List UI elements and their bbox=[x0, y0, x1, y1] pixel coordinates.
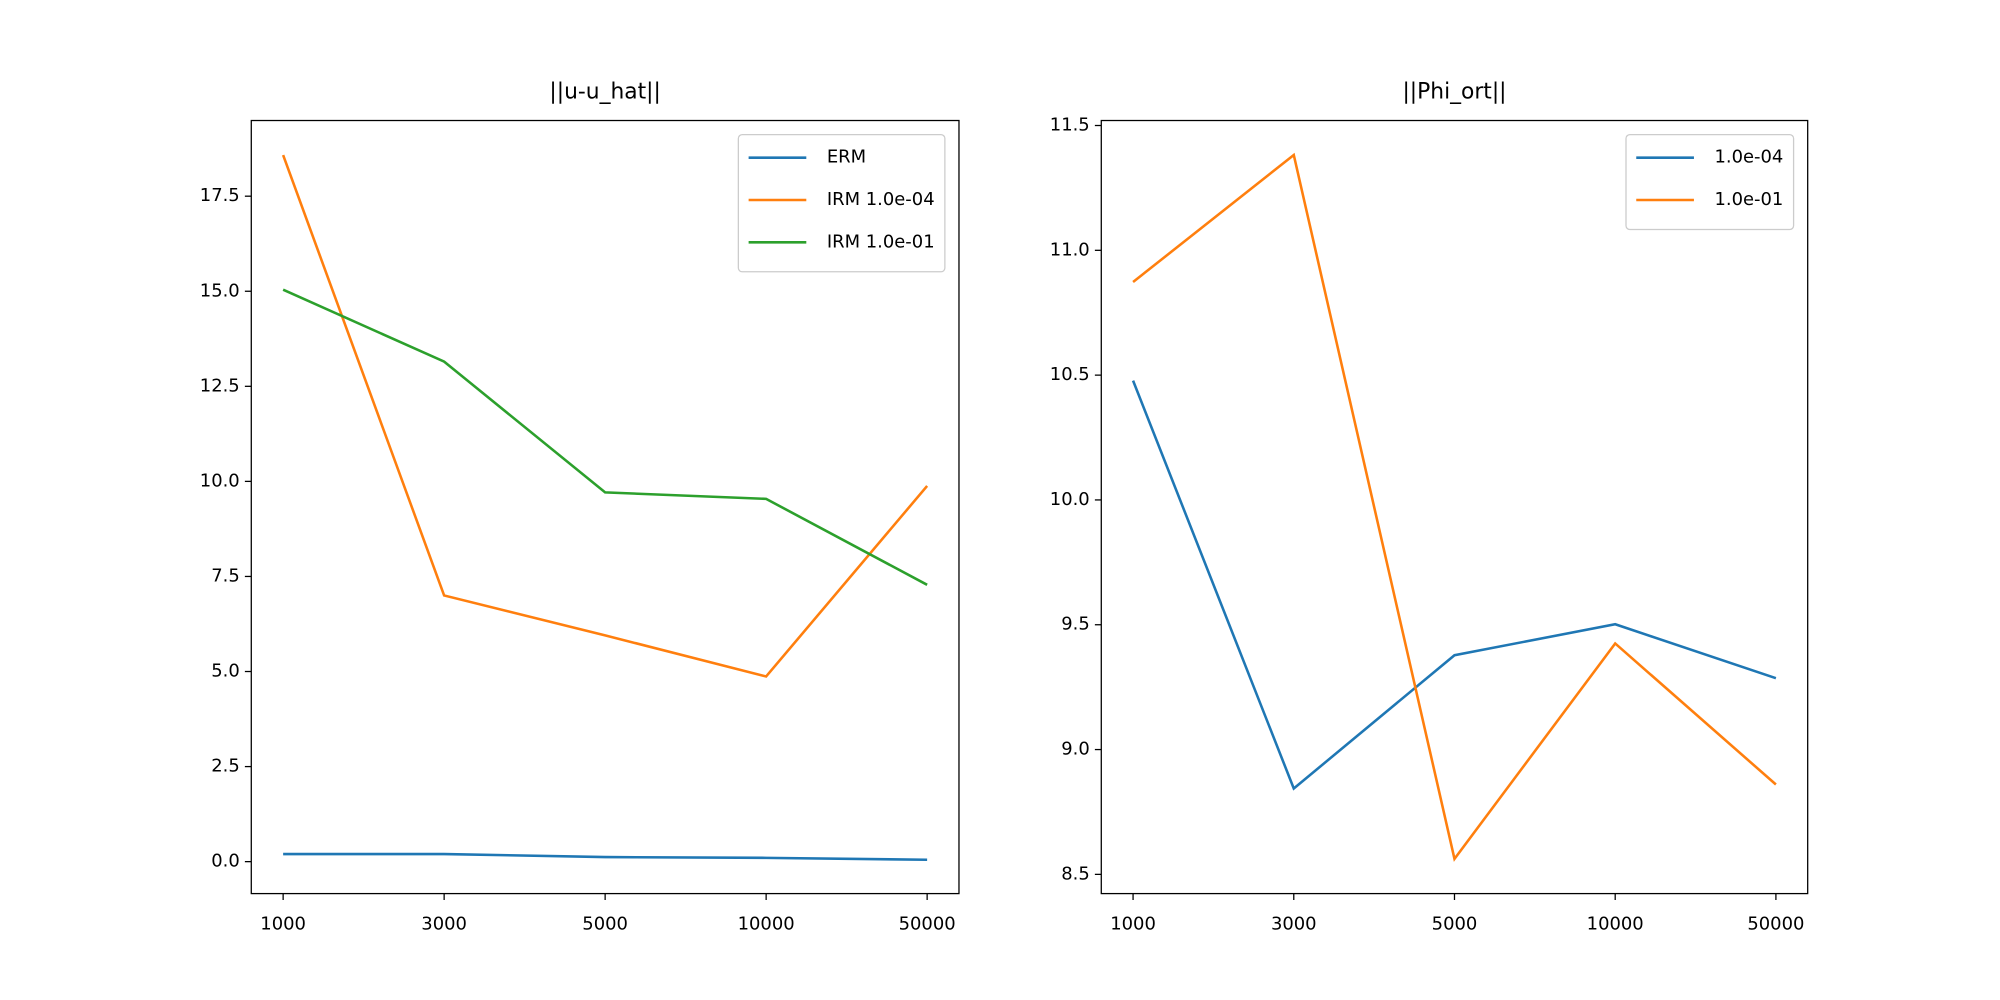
legend-label: IRM 1.0e-04 bbox=[827, 189, 935, 210]
x-tick-label: 50000 bbox=[1747, 913, 1804, 934]
legend-label: 1.0e-01 bbox=[1714, 189, 1783, 210]
y-tick-label: 17.5 bbox=[200, 185, 240, 206]
y-tick-label: 11.0 bbox=[1050, 239, 1090, 260]
x-tick-label: 5000 bbox=[1432, 913, 1478, 934]
x-tick-label: 3000 bbox=[1271, 913, 1317, 934]
legend: ERM IRM 1.0e-04 IRM 1.0e-01 bbox=[737, 133, 946, 273]
y-tick-label: 10.0 bbox=[200, 470, 240, 491]
chart-title: ||u-u_hat|| bbox=[549, 79, 660, 104]
x-tick-label: 10000 bbox=[1587, 913, 1644, 934]
y-tick-label: 2.5 bbox=[211, 756, 240, 777]
legend-frame bbox=[737, 133, 946, 273]
legend-label: IRM 1.0e-01 bbox=[827, 231, 935, 252]
y-tick-label: 10.0 bbox=[1050, 489, 1090, 510]
y-tick-label: 12.5 bbox=[200, 375, 240, 396]
data-line bbox=[283, 852, 928, 862]
legend-label: ERM bbox=[827, 147, 866, 168]
y-tick-label: 9.0 bbox=[1061, 739, 1090, 760]
y-tick-label: 10.5 bbox=[1050, 364, 1090, 385]
x-tick-label: 5000 bbox=[582, 913, 628, 934]
y-tick-label: 5.0 bbox=[211, 661, 240, 682]
legend: 1.0e-04 1.0e-01 bbox=[1625, 133, 1795, 231]
legend-label: 1.0e-04 bbox=[1714, 147, 1783, 168]
data-line bbox=[281, 154, 929, 678]
data-line bbox=[282, 288, 928, 586]
data-line bbox=[1131, 380, 1777, 791]
y-tick-label: 15.0 bbox=[200, 280, 240, 301]
y-tick-label: 0.0 bbox=[211, 851, 240, 872]
x-tick-label: 50000 bbox=[899, 913, 956, 934]
y-tick-label: 9.5 bbox=[1061, 614, 1090, 635]
y-tick-label: 11.5 bbox=[1050, 115, 1090, 136]
plot-frame bbox=[1100, 119, 1809, 895]
subplot: ||Phi_ort|| 8.5 9.0 9.5 10.0 10.5 11.0 11.5 1000… bbox=[1050, 79, 1809, 934]
y-tick-label: 8.5 bbox=[1061, 863, 1090, 884]
data-line bbox=[1132, 152, 1777, 862]
y-tick-label: 7.5 bbox=[211, 565, 240, 586]
subplot: ||u-u_hat|| 0.0 2.5 5.0 7.5 10.0 12.5 15.0 17.5 1… bbox=[200, 79, 960, 934]
x-tick-label: 1000 bbox=[260, 913, 306, 934]
plot-frame bbox=[250, 119, 960, 895]
chart-title: ||Phi_ort|| bbox=[1402, 79, 1506, 104]
x-tick-label: 10000 bbox=[738, 913, 795, 934]
x-tick-label: 1000 bbox=[1110, 913, 1156, 934]
x-tick-label: 3000 bbox=[421, 913, 467, 934]
